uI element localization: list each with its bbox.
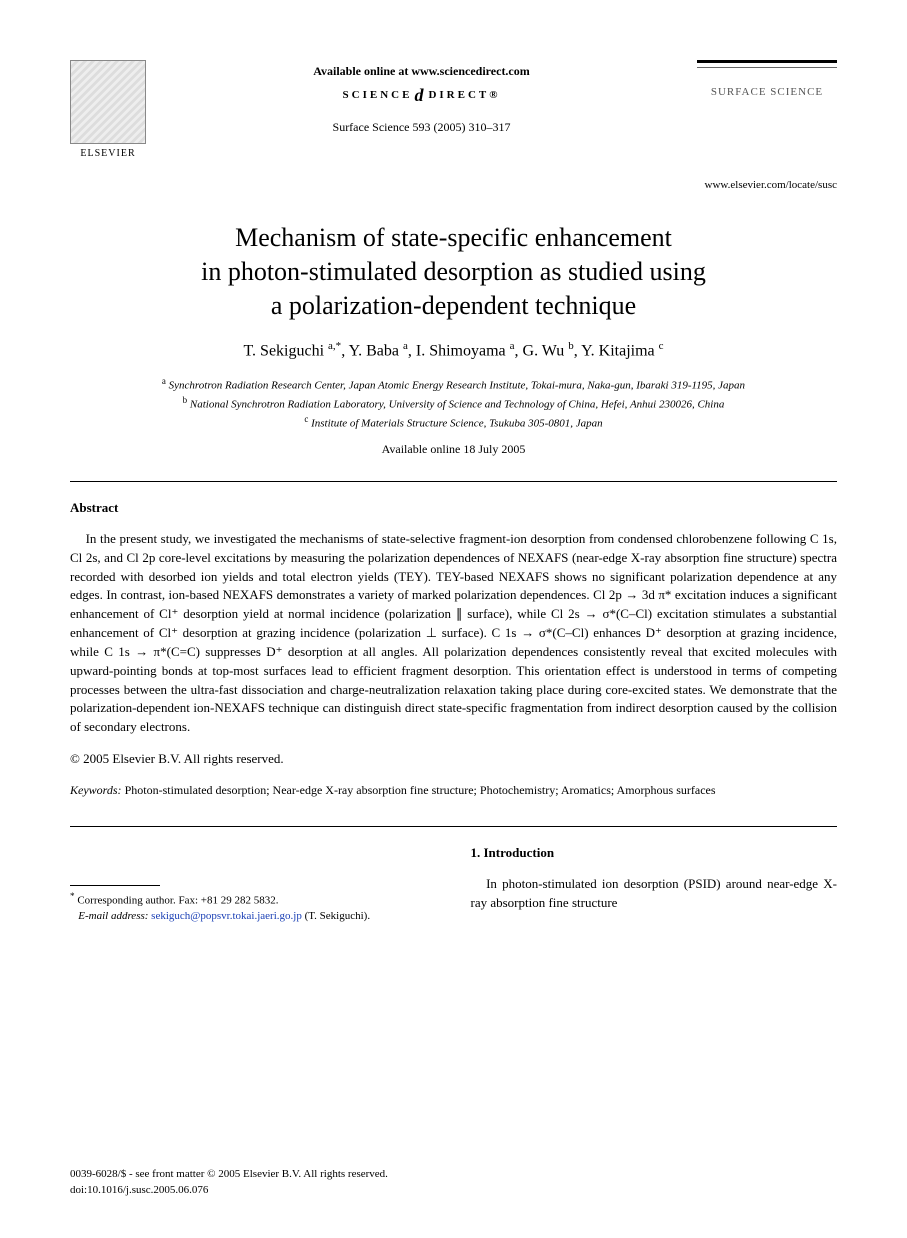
elsevier-tree-icon xyxy=(70,60,146,144)
keywords: Keywords: Photon-stimulated desorption; … xyxy=(70,783,837,798)
abstract-heading: Abstract xyxy=(70,500,837,516)
available-online-text: Available online at www.sciencedirect.co… xyxy=(146,64,697,79)
sd-word2: DIRECT® xyxy=(428,89,500,101)
footer-meta: 0039-6028/$ - see front matter © 2005 El… xyxy=(70,1167,388,1198)
journal-box: SURFACE SCIENCE xyxy=(697,60,837,98)
left-column: * Corresponding author. Fax: +81 29 282 … xyxy=(70,845,437,924)
affiliation-c: c Institute of Materials Structure Scien… xyxy=(70,413,837,432)
corr-label: Corresponding author. Fax: +81 29 282 58… xyxy=(77,895,278,907)
email-label: E-mail address: xyxy=(78,910,148,922)
affiliation-b: b National Synchrotron Radiation Laborat… xyxy=(70,394,837,413)
affiliation-a: a Synchrotron Radiation Research Center,… xyxy=(70,375,837,394)
divider-rule xyxy=(70,481,837,482)
journal-reference: Surface Science 593 (2005) 310–317 xyxy=(146,120,697,135)
doi-line: doi:10.1016/j.susc.2005.06.076 xyxy=(70,1183,388,1198)
science-direct-logo: SCIENCEdDIRECT® xyxy=(146,85,697,106)
title-line-1: Mechanism of state-specific enhancement xyxy=(235,223,672,252)
section-1-heading: 1. Introduction xyxy=(471,845,838,861)
right-column: 1. Introduction In photon-stimulated ion… xyxy=(471,845,838,924)
available-date: Available online 18 July 2005 xyxy=(70,442,837,457)
article-title: Mechanism of state-specific enhancement … xyxy=(70,221,837,322)
title-line-3: a polarization-dependent technique xyxy=(271,291,636,320)
header-row: ELSEVIER Available online at www.science… xyxy=(70,60,837,159)
section-1-body: In photon-stimulated ion desorption (PSI… xyxy=(471,875,838,913)
affil-c-text: Institute of Materials Structure Science… xyxy=(311,417,603,429)
at-icon: d xyxy=(414,85,426,106)
authors: T. Sekiguchi a,*, Y. Baba a, I. Shimoyam… xyxy=(70,340,837,360)
corr-email-link[interactable]: sekiguch@popsvr.tokai.jaeri.go.jp xyxy=(151,910,302,922)
footnote-rule xyxy=(70,885,160,886)
issn-line: 0039-6028/$ - see front matter © 2005 El… xyxy=(70,1167,388,1182)
email-suffix: (T. Sekiguchi). xyxy=(302,910,370,922)
affil-a-text: Synchrotron Radiation Research Center, J… xyxy=(169,379,745,391)
journal-url[interactable]: www.elsevier.com/locate/susc xyxy=(70,179,837,191)
publisher-name: ELSEVIER xyxy=(70,148,146,159)
publisher-block: ELSEVIER xyxy=(70,60,146,159)
two-column-area: * Corresponding author. Fax: +81 29 282 … xyxy=(70,845,837,924)
sd-word1: SCIENCE xyxy=(343,89,413,101)
journal-name: SURFACE SCIENCE xyxy=(697,86,837,98)
divider-rule-2 xyxy=(70,826,837,827)
title-line-2: in photon-stimulated desorption as studi… xyxy=(201,257,706,286)
journal-rule-icon xyxy=(697,60,837,68)
keywords-text: Photon-stimulated desorption; Near-edge … xyxy=(122,783,716,797)
keywords-label: Keywords: xyxy=(70,783,122,797)
corresponding-footnote: * Corresponding author. Fax: +81 29 282 … xyxy=(70,890,437,924)
copyright-line: © 2005 Elsevier B.V. All rights reserved… xyxy=(70,751,837,767)
affiliations: a Synchrotron Radiation Research Center,… xyxy=(70,375,837,432)
center-header: Available online at www.sciencedirect.co… xyxy=(146,60,697,135)
affil-b-text: National Synchrotron Radiation Laborator… xyxy=(190,398,724,410)
abstract-body: In the present study, we investigated th… xyxy=(70,530,837,737)
